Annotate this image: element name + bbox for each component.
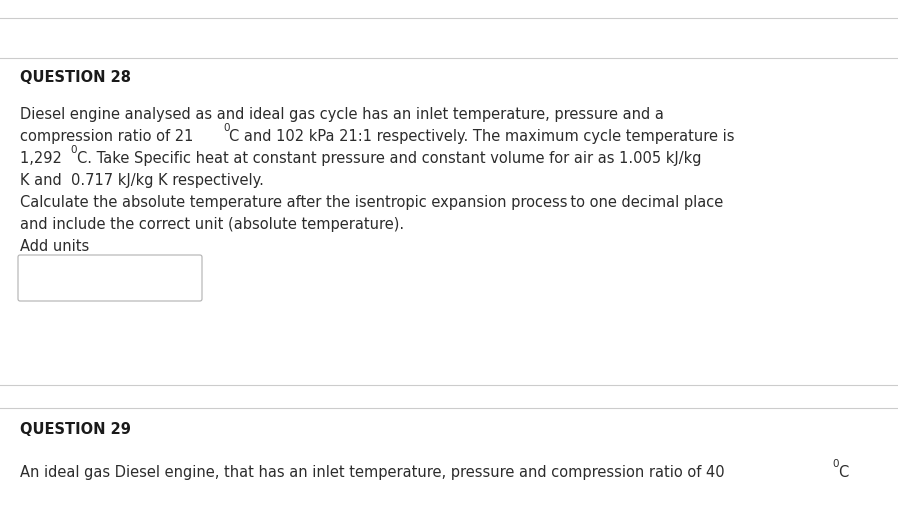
Text: K and  0.717 kJ/kg K respectively.: K and 0.717 kJ/kg K respectively. — [20, 173, 264, 188]
Text: C. Take Specific heat at constant pressure and constant volume for air as 1.005 : C. Take Specific heat at constant pressu… — [77, 151, 701, 166]
Text: C and 102 kPa 21:1 respectively. The maximum cycle temperature is: C and 102 kPa 21:1 respectively. The max… — [229, 129, 735, 144]
Text: 0: 0 — [832, 459, 839, 469]
FancyBboxPatch shape — [18, 255, 202, 301]
Text: An ideal gas Diesel engine, that has an inlet temperature, pressure and compress: An ideal gas Diesel engine, that has an … — [20, 465, 729, 480]
Text: compression ratio of 21: compression ratio of 21 — [20, 129, 198, 144]
Text: and include the correct unit (absolute temperature).: and include the correct unit (absolute t… — [20, 217, 404, 232]
Text: Diesel engine analysed as and ideal gas cycle has an inlet temperature, pressure: Diesel engine analysed as and ideal gas … — [20, 107, 664, 122]
Text: QUESTION 28: QUESTION 28 — [20, 70, 131, 85]
Text: 1,292: 1,292 — [20, 151, 66, 166]
Text: Add units: Add units — [20, 239, 89, 254]
Text: 0: 0 — [223, 123, 230, 133]
Text: QUESTION 29: QUESTION 29 — [20, 422, 131, 437]
Text: C: C — [838, 465, 849, 480]
Text: Calculate the absolute temperature after the isentropic expansion process to one: Calculate the absolute temperature after… — [20, 195, 723, 210]
Text: 0: 0 — [71, 145, 77, 155]
